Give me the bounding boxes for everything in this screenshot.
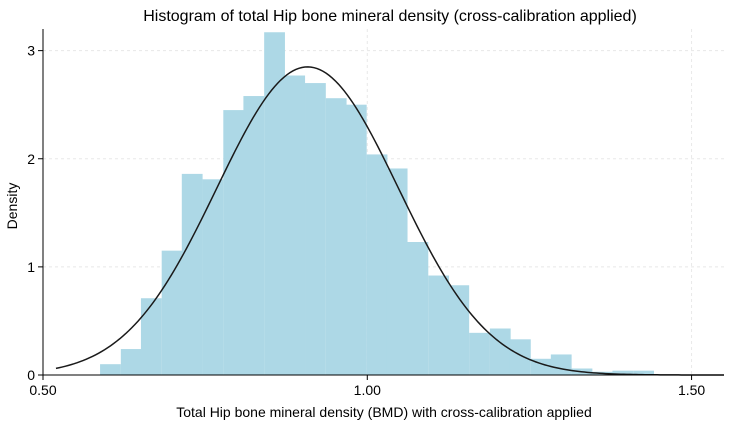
histogram-bar	[386, 168, 408, 375]
histogram-bar	[181, 173, 203, 375]
histogram-bar	[407, 242, 429, 375]
histogram-bar	[633, 370, 654, 375]
histogram-bar	[223, 110, 245, 375]
histogram-bar	[489, 328, 511, 375]
histogram-bar	[325, 98, 347, 375]
histogram-bar	[305, 83, 326, 375]
histogram-bar	[448, 285, 470, 375]
histogram-bar	[469, 332, 490, 375]
histogram-bar	[243, 96, 265, 375]
histogram-bar	[345, 104, 367, 375]
histogram-bar	[202, 179, 224, 375]
histogram-bar	[509, 339, 531, 375]
histogram-bar	[612, 370, 634, 375]
y-tick-label: 1	[27, 259, 35, 275]
chart-title: Histogram of total Hip bone mineral dens…	[143, 8, 637, 25]
histogram-bar	[550, 354, 572, 375]
y-tick-label: 0	[27, 367, 35, 383]
histogram-bar	[264, 32, 285, 376]
y-axis-label: Density	[4, 183, 20, 230]
histogram-bar	[366, 154, 388, 375]
histogram-bar	[161, 250, 183, 375]
histogram-bar	[120, 349, 142, 375]
normal-density-curve	[55, 66, 724, 376]
x-axis-label: Total Hip bone mineral density (BMD) wit…	[176, 404, 592, 420]
histogram-bar	[428, 275, 450, 375]
histogram-bar	[530, 358, 552, 375]
y-tick-label: 2	[27, 151, 35, 167]
x-tick-label: 1.50	[678, 382, 705, 398]
plot-area: 0 1 2 3 0.50 1.00 1.50	[27, 29, 724, 398]
y-tick-label: 3	[27, 43, 35, 59]
histogram-bar	[284, 75, 306, 376]
x-tick-label: 0.50	[29, 382, 56, 398]
x-tick-label: 1.00	[354, 382, 381, 398]
histogram-bar	[100, 364, 121, 375]
histogram-bar	[140, 298, 162, 375]
